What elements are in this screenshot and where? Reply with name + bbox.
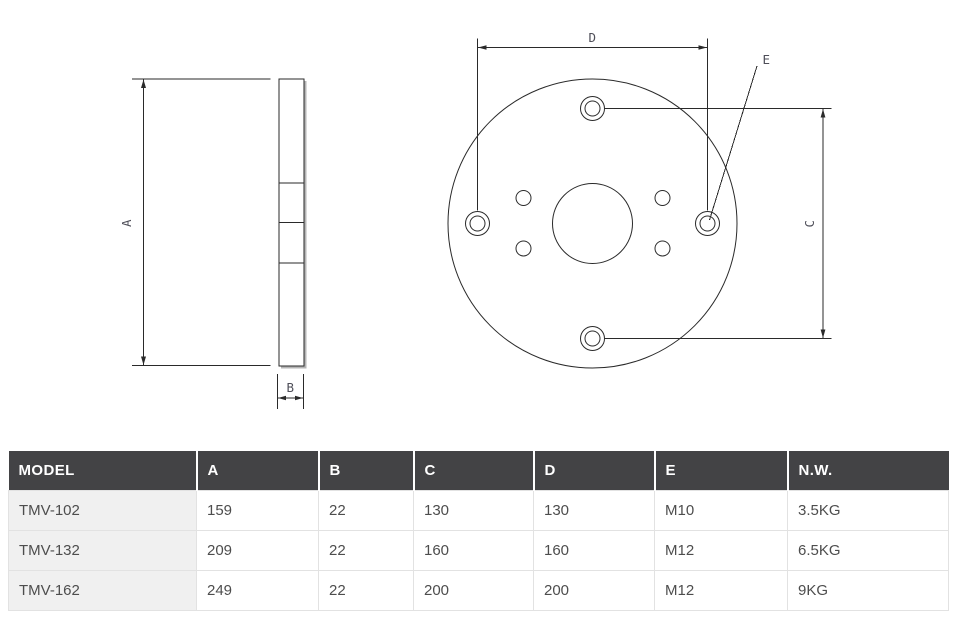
technical-drawing: A B [119,30,832,409]
dim-a-label: A [119,219,134,227]
dim-d-label: D [588,30,596,45]
center-bore-circle [552,183,633,264]
small-hole-top-left [515,190,532,206]
cell-model: TMV-132 [8,530,197,571]
cell-a: 159 [196,490,319,531]
cell-c: 200 [413,570,534,611]
dimension-a: A [119,78,271,366]
table-row: TMV-132 209 22 160 160 M12 6.5KG [8,530,949,571]
dim-d-arrow-right [698,45,707,50]
spec-table: MODEL A B C D E N.W. TMV-102 159 22 130 … [8,451,949,611]
dim-a-arrow-up [141,79,146,88]
threaded-hole-left [465,211,490,236]
small-hole-bottom-left [515,240,532,257]
side-view: A B [119,78,307,409]
col-header-e: E [653,451,788,491]
dimension-d: D [477,30,708,211]
cell-b: 22 [318,490,414,531]
cell-d: 130 [533,490,655,531]
dim-c-arrow-down [820,329,826,338]
cell-nw: 3.5KG [787,490,949,531]
small-hole-top-right [654,190,671,206]
cell-e: M12 [654,570,788,611]
callout-e: E [709,52,770,221]
col-header-b: B [317,451,414,491]
dimension-b: B [277,374,304,409]
cell-nw: 9KG [787,570,949,611]
cell-d: 160 [533,530,655,571]
dim-c-label: C [802,219,817,227]
cell-model: TMV-102 [8,490,197,531]
table-row: TMV-162 249 22 200 200 M12 9KG [8,570,949,611]
col-header-c: C [412,451,534,491]
cell-model: TMV-162 [8,570,197,611]
cell-c: 130 [413,490,534,531]
dim-b-arrow-right [295,395,303,401]
callout-e-label: E [762,52,770,67]
dim-b-label: B [286,380,294,395]
dim-a-arrow-down [141,356,146,365]
dim-b-arrow-left [278,395,286,401]
dimension-c: C [604,108,832,339]
cell-e: M10 [654,490,788,531]
threaded-hole-right [695,211,720,236]
dim-c-arrow-up [820,109,826,118]
cell-b: 22 [318,570,414,611]
cell-b: 22 [318,530,414,571]
dim-d-arrow-left [478,45,487,50]
cell-e: M12 [654,530,788,571]
cell-c: 160 [413,530,534,571]
col-header-d: D [532,451,655,491]
col-header-a: A [195,451,319,491]
col-header-model: MODEL [8,451,197,491]
spec-table-header-row: MODEL A B C D E N.W. [8,451,949,491]
cell-a: 249 [196,570,319,611]
small-hole-bottom-right [654,240,671,257]
threaded-hole-top [580,96,605,121]
cell-a: 209 [196,530,319,571]
col-header-nw: N.W. [786,451,949,491]
front-view: D C E [447,30,832,369]
cell-nw: 6.5KG [787,530,949,571]
cell-d: 200 [533,570,655,611]
callout-e-leader-line [709,65,758,221]
table-row: TMV-102 159 22 130 130 M10 3.5KG [8,490,949,531]
threaded-hole-bottom [580,326,605,351]
plate-outline-circle [447,78,738,369]
